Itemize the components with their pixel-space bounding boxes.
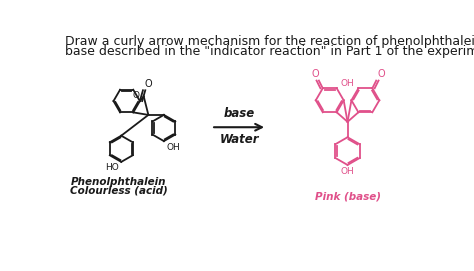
Text: O: O [145, 79, 152, 89]
Text: base: base [223, 107, 255, 120]
Text: base described in the "indicator reaction" in Part 1 of the experiment.: base described in the "indicator reactio… [65, 45, 474, 58]
Text: OH: OH [341, 79, 355, 88]
Text: Colourless (acid): Colourless (acid) [70, 186, 168, 196]
Text: O: O [133, 91, 140, 100]
Text: HO: HO [105, 163, 119, 172]
Text: OH: OH [166, 143, 180, 152]
Text: Water: Water [219, 133, 259, 146]
Text: Draw a curly arrow mechanism for the reaction of phenolphthalein with: Draw a curly arrow mechanism for the rea… [65, 35, 474, 48]
Text: O: O [311, 69, 319, 79]
Text: O: O [378, 69, 385, 79]
Text: Phenolphthalein: Phenolphthalein [71, 176, 167, 186]
Text: Pink (base): Pink (base) [315, 191, 381, 201]
Text: OH: OH [341, 167, 355, 176]
